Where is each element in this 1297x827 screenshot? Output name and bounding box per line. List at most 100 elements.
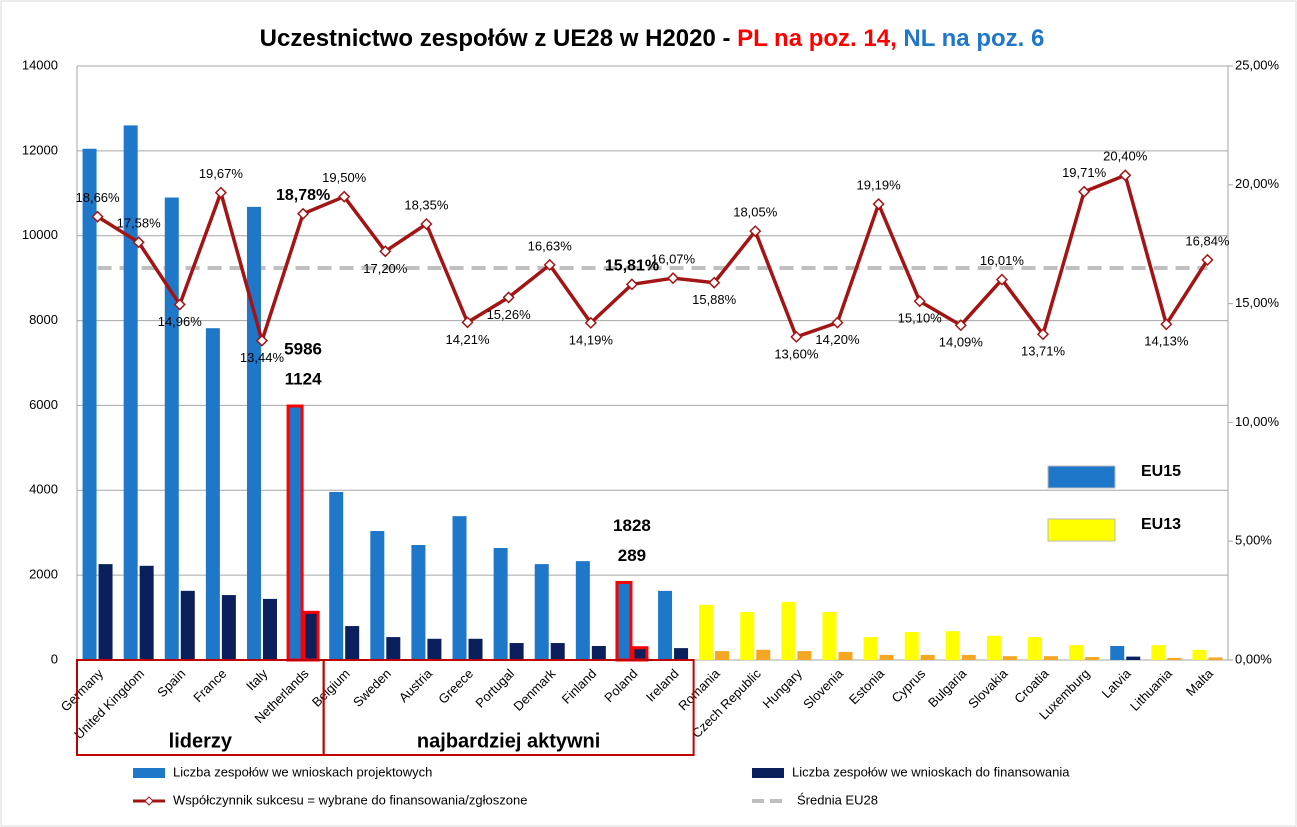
group-label: liderzy [169,730,233,752]
bar [863,637,878,660]
bar [1208,657,1223,660]
bar [302,610,320,662]
region-legend-swatch [1047,518,1116,542]
line-value-label: 14,09% [939,335,984,350]
bar [345,626,360,660]
y-tick-label: 10000 [22,227,58,242]
line-value-label: 16,01% [980,253,1025,268]
bar [82,148,97,660]
y-tick-label: 14000 [22,57,58,72]
bar [1167,657,1182,660]
bar-value-label: 1124 [285,370,322,389]
legend-label: Średnia EU28 [797,792,878,807]
bar [838,651,853,660]
legend-swatch [144,796,154,806]
bar [370,531,385,660]
legend-label: Współczynnik sukcesu = wybrane do finans… [173,792,527,807]
bar [98,564,113,660]
bar [427,638,442,660]
line-value-label: 18,66% [76,190,121,205]
region-legend-label: EU13 [1141,516,1181,533]
bar [509,643,524,660]
y-tick-label: 6000 [29,397,58,412]
title-part: NL na poz. 6 [897,25,1045,52]
title-part: Uczestnictwo zespołów z UE28 w H2020 - [260,25,737,52]
line-value-label: 14,19% [569,332,614,347]
bar [699,604,714,660]
line-value-label: 14,20% [815,332,860,347]
legend-swatch [752,768,784,778]
bar [180,590,195,660]
line-marker [338,190,351,203]
line-value-label: 18,78% [276,187,330,204]
bar [615,580,633,662]
bar [139,565,154,660]
y-tick-label: 4000 [29,482,58,497]
line-marker [1078,185,1091,198]
line-marker [584,316,597,329]
line-value-label: 16,07% [651,252,696,267]
bar [205,328,220,660]
bar [1085,657,1100,660]
line-marker [297,207,310,220]
bar-value-label: 1828 [613,516,651,535]
line-marker [1036,328,1050,341]
bar [452,516,467,660]
bar [961,654,976,660]
bar [945,631,960,660]
line-marker [995,273,1008,286]
line-marker [954,319,967,332]
line-marker [872,197,885,211]
line-marker [173,298,186,311]
line-marker [708,276,721,289]
y-tick-label: 0 [51,651,58,666]
line-marker [831,316,844,329]
line-marker [1201,253,1214,266]
region-legend-label: EU15 [1141,463,1181,480]
chart-title: Uczestnictwo zespołów z UE28 w H2020 - P… [260,25,1045,52]
bar [534,564,549,660]
bar [674,648,689,660]
bar [164,197,179,660]
line-value-label: 18,05% [733,205,778,220]
bar [631,646,649,662]
bar [123,125,138,660]
y2-tick-label: 0,00% [1235,651,1272,666]
y2-tick-label: 20,00% [1235,176,1280,191]
group-label: najbardziej aktywni [417,730,600,752]
y2-tick-label: 15,00% [1235,295,1280,310]
bar [550,643,565,660]
line-marker [543,258,556,271]
y-tick-label: 12000 [22,142,58,157]
bar [797,651,812,660]
bar [1126,656,1141,660]
bar [221,595,236,660]
bar [591,645,606,660]
bar [286,404,304,662]
bar [740,612,755,660]
bar [575,561,590,660]
bar [822,612,837,660]
line-value-label: 19,67% [199,166,244,181]
line-marker [790,330,803,343]
line [96,173,1209,343]
line-marker [1119,169,1132,182]
legend-swatch [133,768,165,778]
line-value-label: 19,19% [857,177,902,192]
y2-tick-label: 25,00% [1235,57,1280,72]
line-value-label: 15,10% [898,311,943,326]
y2-tick-label: 5,00% [1235,533,1272,548]
line-value-label: 19,71% [1062,165,1107,180]
line-marker [461,316,474,329]
title-part: PL na poz. 14, [737,25,897,52]
bar [756,649,771,660]
line-value-label: 16,63% [528,238,573,253]
line-value-label: 16,84% [1185,233,1230,248]
line-value-label: 17,20% [363,261,408,276]
line-value-label: 15,88% [692,292,737,307]
line-value-label: 13,71% [1021,344,1066,359]
line-marker [913,295,926,308]
bar [493,547,508,660]
